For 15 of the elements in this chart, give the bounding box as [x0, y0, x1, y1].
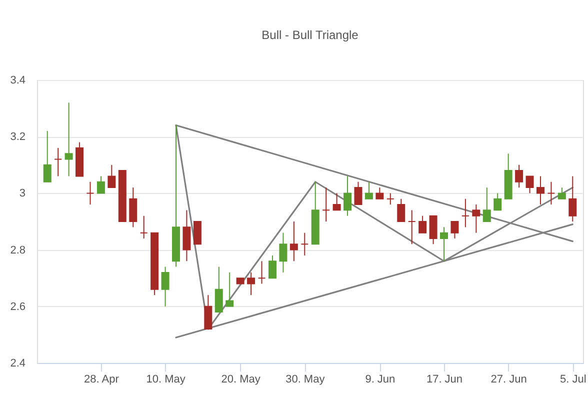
- x-tick-label: 9. Jun: [365, 374, 396, 386]
- x-tick-label: 10. May: [146, 374, 186, 386]
- x-tick-label: 28. Apr: [84, 374, 120, 386]
- x-tick-label: 30. May: [286, 374, 326, 386]
- x-tick-label: 5. Jul: [560, 374, 586, 386]
- y-tick-label: 2.6: [10, 300, 26, 313]
- x-tick-label: 20. May: [221, 374, 261, 386]
- y-tick-label: 2.4: [10, 358, 26, 370]
- x-tick-label: 17. Jun: [426, 374, 463, 386]
- x-tick-label: 27. Jun: [490, 374, 527, 386]
- y-tick-label: 3: [19, 188, 26, 200]
- y-tick-label: 2.8: [10, 244, 26, 256]
- chart-subtitle: Bull - Bull Triangle: [262, 28, 359, 42]
- y-tick-label: 3.2: [10, 131, 26, 144]
- y-tick-label: 3.4: [10, 74, 26, 86]
